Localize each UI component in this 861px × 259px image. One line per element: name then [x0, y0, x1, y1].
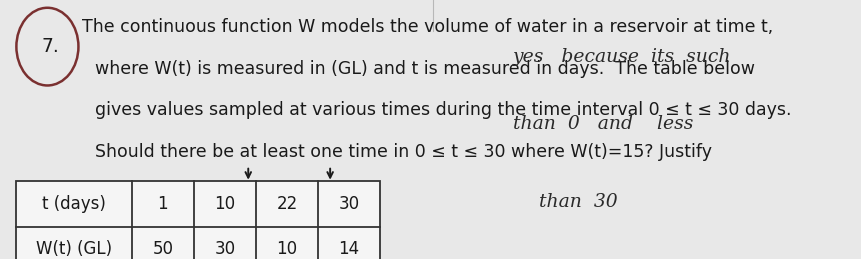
Bar	[15, 181, 380, 259]
Text: yes   because  its  such: yes because its such	[512, 48, 730, 66]
Text: 30: 30	[214, 240, 235, 258]
Text: 1: 1	[158, 195, 168, 213]
Text: 7.: 7.	[42, 37, 59, 56]
Text: Should there be at least one time in 0 ≤ t ≤ 30 where W(t)=15? Justify: Should there be at least one time in 0 ≤…	[95, 142, 711, 161]
Text: The continuous function W models the volume of water in a reservoir at time t,: The continuous function W models the vol…	[82, 18, 772, 36]
Text: t (days): t (days)	[41, 195, 106, 213]
Text: W(t) (GL): W(t) (GL)	[35, 240, 112, 258]
Text: than  0   and    less: than 0 and less	[512, 115, 692, 133]
Text: 10: 10	[276, 240, 297, 258]
Text: than  30: than 30	[538, 193, 616, 211]
Text: 14: 14	[338, 240, 359, 258]
Text: 22: 22	[276, 195, 297, 213]
Text: 50: 50	[152, 240, 173, 258]
Text: 30: 30	[338, 195, 359, 213]
Text: gives values sampled at various times during the time interval 0 ≤ t ≤ 30 days.: gives values sampled at various times du…	[95, 101, 790, 119]
Text: 10: 10	[214, 195, 235, 213]
Text: where W(t) is measured in (GL) and t is measured in days.  The table below: where W(t) is measured in (GL) and t is …	[95, 60, 754, 78]
